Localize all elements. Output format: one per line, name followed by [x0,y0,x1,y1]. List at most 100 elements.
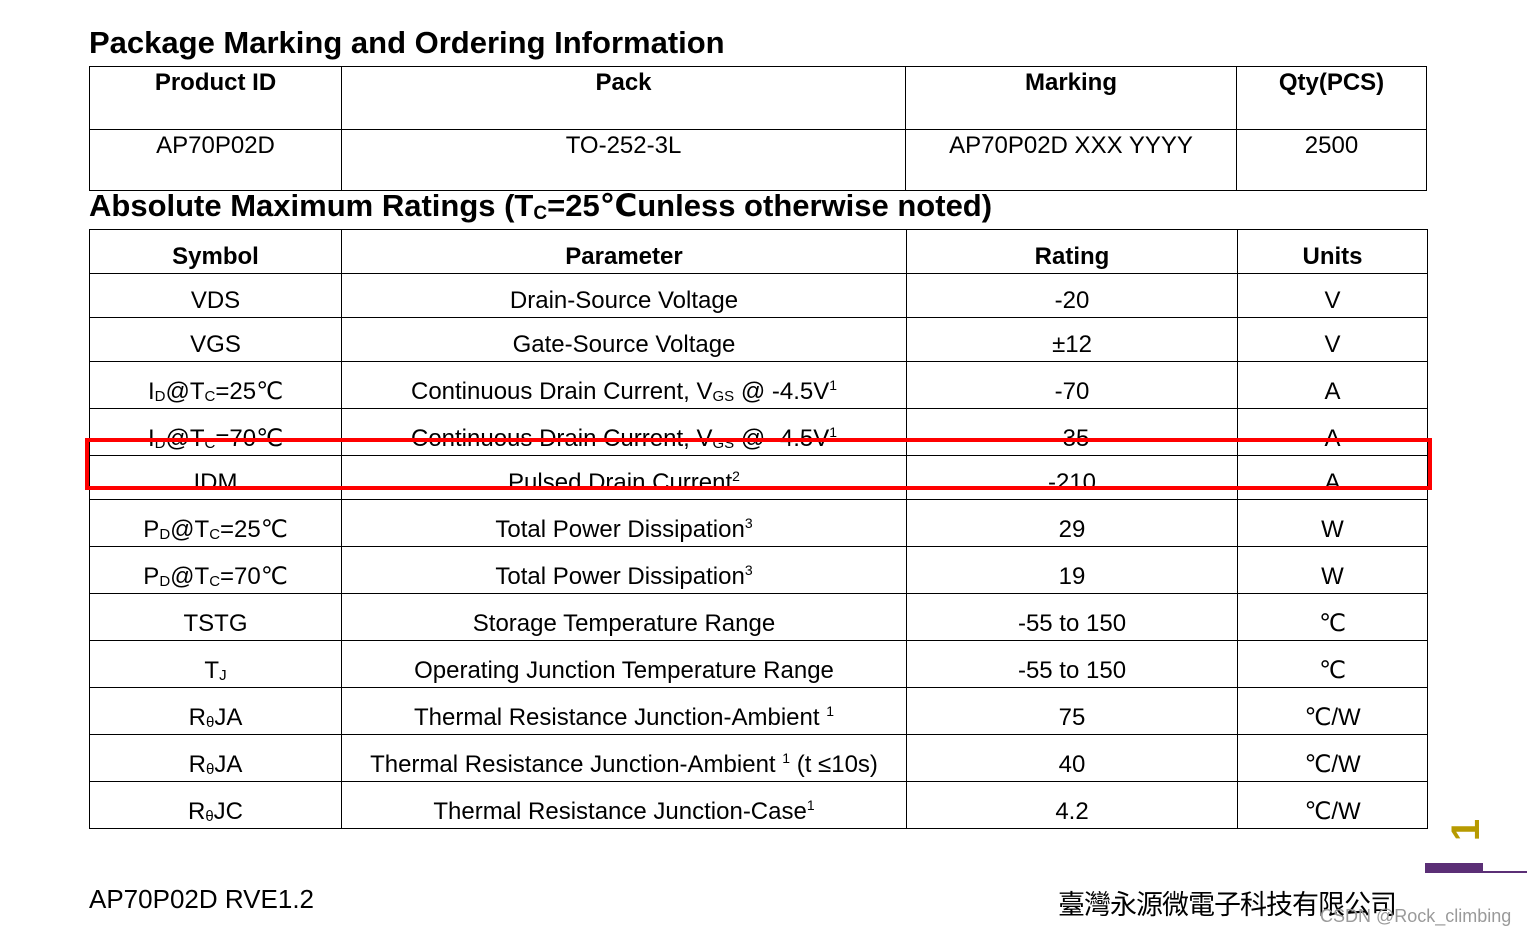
symbol-after: @T [165,378,205,405]
unit-cell: W [1237,499,1428,547]
rating-row: TJ Operating Junction Temperature Range -5… [89,640,1428,688]
rating-cell: -55 to 150 [906,593,1238,641]
rating-cell: 40 [906,734,1238,782]
col-header-qty: Qty(PCS) [1236,66,1427,130]
footnote-ref: 1 [826,703,834,719]
parameter-text: Gate-Source Voltage [512,331,736,358]
rating-cell: -20 [906,273,1238,318]
unit-cell: V [1237,317,1428,362]
rating-cell: 4.2 [906,781,1238,829]
parameter-cell: Thermal Resistance Junction-Ambient 1 (t… [341,734,907,782]
parameter-text: Thermal Resistance Junction-Ambient [414,704,827,731]
marking-cell: AP70P02D XXX YYYY [905,129,1237,191]
symbol-subscript: C [209,526,221,543]
parameter-cell: Thermal Resistance Junction-Case1 [341,781,907,829]
symbol-main: VGS [190,331,241,358]
rating-cell: -70 [906,361,1238,409]
symbol-subscript: C [204,435,216,452]
symbol-main: VDS [190,287,241,314]
rating-row: VGS Gate-Source Voltage ±12 V [89,317,1428,362]
unit-cell: ℃/W [1237,734,1428,782]
parameter-text: Thermal Resistance Junction-Case [433,798,807,825]
ratings-title-part: Absolute Maximum Ratings (T [89,188,534,223]
symbol-subscript: D [154,388,166,405]
parameter-text: Operating Junction Temperature Range [414,657,834,684]
symbol-cell: PD@TC=70℃ [89,546,342,594]
unit-cell: ℃ [1237,593,1428,641]
symbol-subscript: D [154,435,166,452]
col-header-units: Units [1237,229,1428,274]
symbol-main: R [188,751,206,778]
symbol-subscript: J [219,667,227,684]
symbol-cell: ID@TC=70℃ [89,408,342,456]
parameter-subscript: GS [712,388,735,405]
symbol-subscript: D [159,573,171,590]
rating-row: PD@TC=25℃ Total Power Dissipation3 29 W [89,499,1428,547]
rating-row: VDS Drain-Source Voltage -20 V [89,273,1428,318]
ratings-body: VDS Drain-Source Voltage -20 V VGS Gate-Sourc… [89,273,1428,829]
symbol-subscript: D [159,526,171,543]
symbol-main: TSTG [183,610,248,637]
rating-row: ID@TC=25℃ Continuous Drain Current, VGS @… [89,361,1428,409]
accent-line [1483,871,1527,873]
col-header-symbol: Symbol [89,229,342,274]
col-header-rating: Rating [906,229,1238,274]
footnote-ref: 1 [829,424,838,440]
accent-bar [1425,863,1483,873]
ratings-title-part: =25℃unless otherwise noted) [547,188,993,223]
parameter-cell: Storage Temperature Range [341,593,907,641]
symbol-after: JC [213,798,244,825]
unit-cell: ℃ [1237,640,1428,688]
ratings-title-sub: C [533,203,548,224]
footnote-ref: 3 [744,515,753,531]
symbol-cell: TSTG [89,593,342,641]
rating-cell: ±12 [906,317,1238,362]
parameter-cell: Drain-Source Voltage [341,273,907,318]
symbol-after: JA [214,751,243,778]
company-name: 臺灣永源微電子科技有限公司 [1058,890,1397,921]
col-header-product-id: Product ID [89,66,342,130]
footnote-ref: 1 [829,377,838,393]
symbol-tail: =70℃ [220,563,288,590]
rating-cell: 29 [906,499,1238,547]
parameter-end: (t ≤10s) [790,751,878,778]
parameter-cell: Gate-Source Voltage [341,317,907,362]
parameter-text: Total Power Dissipation [495,563,745,590]
rating-cell: 19 [906,546,1238,594]
parameter-text: Pulsed Drain Current [508,469,733,496]
symbol-main: R [187,798,206,825]
symbol-cell: RθJA [89,687,342,735]
symbol-main: P [143,563,160,590]
ordering-row: AP70P02D TO-252-3L AP70P02D XXX YYYY 250… [89,129,1427,191]
symbol-after: @T [170,516,210,543]
parameter-cell: Thermal Resistance Junction-Ambient 1 [341,687,907,735]
parameter-text: Total Power Dissipation [495,516,745,543]
footnote-ref: 1 [806,797,815,813]
unit-cell: ℃/W [1237,687,1428,735]
col-header-pack: Pack [341,66,906,130]
symbol-tail: =25℃ [215,378,284,405]
symbol-tail: =25℃ [220,516,288,543]
symbol-main: I [147,378,155,405]
unit-cell: A [1237,408,1428,456]
highlight-box [85,438,1432,490]
rating-row: RθJA Thermal Resistance Junction-Ambient … [89,734,1428,782]
parameter-cell: Continuous Drain Current, VGS @ -4.5V1 [341,361,907,409]
symbol-after: JA [214,704,243,731]
parameter-text: Drain-Source Voltage [509,287,739,314]
symbol-main: IDM [193,469,238,496]
parameter-text: Continuous Drain Current, V [410,378,713,405]
symbol-cell: ID@TC=25℃ [89,361,342,409]
rating-row: RθJA Thermal Resistance Junction-Ambient … [89,687,1428,735]
unit-cell: A [1237,361,1428,409]
col-header-parameter: Parameter [341,229,907,274]
page-number: 1 [1441,810,1491,846]
symbol-subscript: θ [205,761,215,778]
symbol-subscript: C [204,388,216,405]
rating-cell: -210 [906,455,1238,500]
product-id-cell: AP70P02D [89,129,342,191]
parameter-text: Storage Temperature Range [472,610,776,637]
ratings-table: Symbol Parameter Rating Units VDS Drain-S… [89,229,1428,829]
symbol-cell: VDS [89,273,342,318]
symbol-subscript: θ [205,808,214,825]
